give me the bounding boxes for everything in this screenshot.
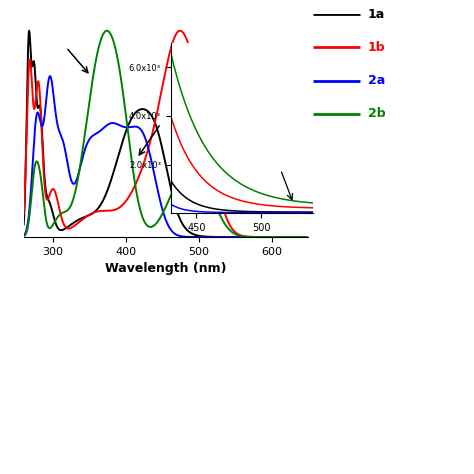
Text: 1b: 1b: [368, 41, 385, 54]
Text: 1a: 1a: [368, 8, 385, 21]
X-axis label: Wavelength (nm): Wavelength (nm): [105, 262, 227, 275]
Text: 2b: 2b: [368, 107, 385, 120]
Text: 2a: 2a: [368, 74, 385, 87]
